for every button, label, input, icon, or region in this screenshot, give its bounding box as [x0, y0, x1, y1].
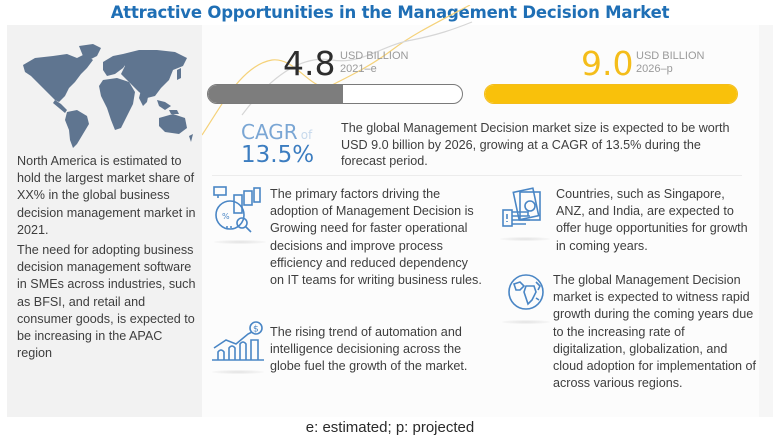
bar-fill	[485, 85, 737, 103]
footnote: e: estimated; p: projected	[305, 419, 475, 436]
unit-label: USD BILLION	[340, 50, 409, 62]
icon-shadow	[502, 320, 550, 324]
global-growth-text: The global Management Decision market is…	[553, 273, 757, 391]
bar-fill	[208, 85, 344, 103]
icon-shadow	[214, 240, 266, 244]
cagr-text: CAGR	[241, 120, 298, 144]
market-size-2021-value: 4.8	[283, 44, 336, 83]
svg-text:%: %	[222, 212, 230, 221]
cagr-label: CAGR of	[241, 120, 312, 144]
left-panel: North America is estimated to hold the l…	[7, 25, 202, 417]
year-label: 2021–e	[340, 62, 377, 75]
cagr-value: 13.5%	[241, 142, 315, 168]
regional-insights: North America is estimated to hold the l…	[17, 153, 199, 362]
globe-icon	[508, 274, 544, 310]
growth-chart-icon: $	[212, 321, 264, 361]
money-hand-icon	[502, 187, 541, 227]
market-size-2026-unit: USD BILLION 2026–p	[636, 50, 704, 75]
icon-shadow	[212, 370, 264, 374]
market-size-2026-bar	[484, 84, 738, 104]
market-size-2026-value: 9.0	[581, 44, 634, 83]
cagr-description: The global Management Decision market si…	[341, 121, 730, 169]
year-label: 2026–p	[636, 62, 673, 75]
drivers-text: The primary factors driving the adoption…	[270, 187, 482, 288]
icon-shadow	[500, 237, 550, 241]
automation-text: The rising trend of automation and intel…	[270, 325, 468, 374]
cagr-of: of	[300, 128, 313, 142]
north-america-insight: North America is estimated to hold the l…	[17, 154, 196, 237]
opportunities-text: Countries, such as Singapore, ANZ, and I…	[556, 187, 748, 253]
world-map-icon	[23, 44, 193, 148]
apac-insight: The need for adopting business decision …	[17, 243, 196, 361]
market-size-2021-bar	[207, 84, 463, 104]
section-divider	[212, 175, 742, 176]
svg-text:$: $	[253, 325, 259, 335]
infographic-title: Attractive Opportunities in the Manageme…	[110, 3, 670, 22]
unit-label: USD BILLION	[636, 50, 705, 62]
market-size-2021-unit: USD BILLION 2021–e	[340, 50, 408, 75]
right-strip	[759, 25, 773, 417]
analytics-icon: %	[213, 186, 261, 233]
